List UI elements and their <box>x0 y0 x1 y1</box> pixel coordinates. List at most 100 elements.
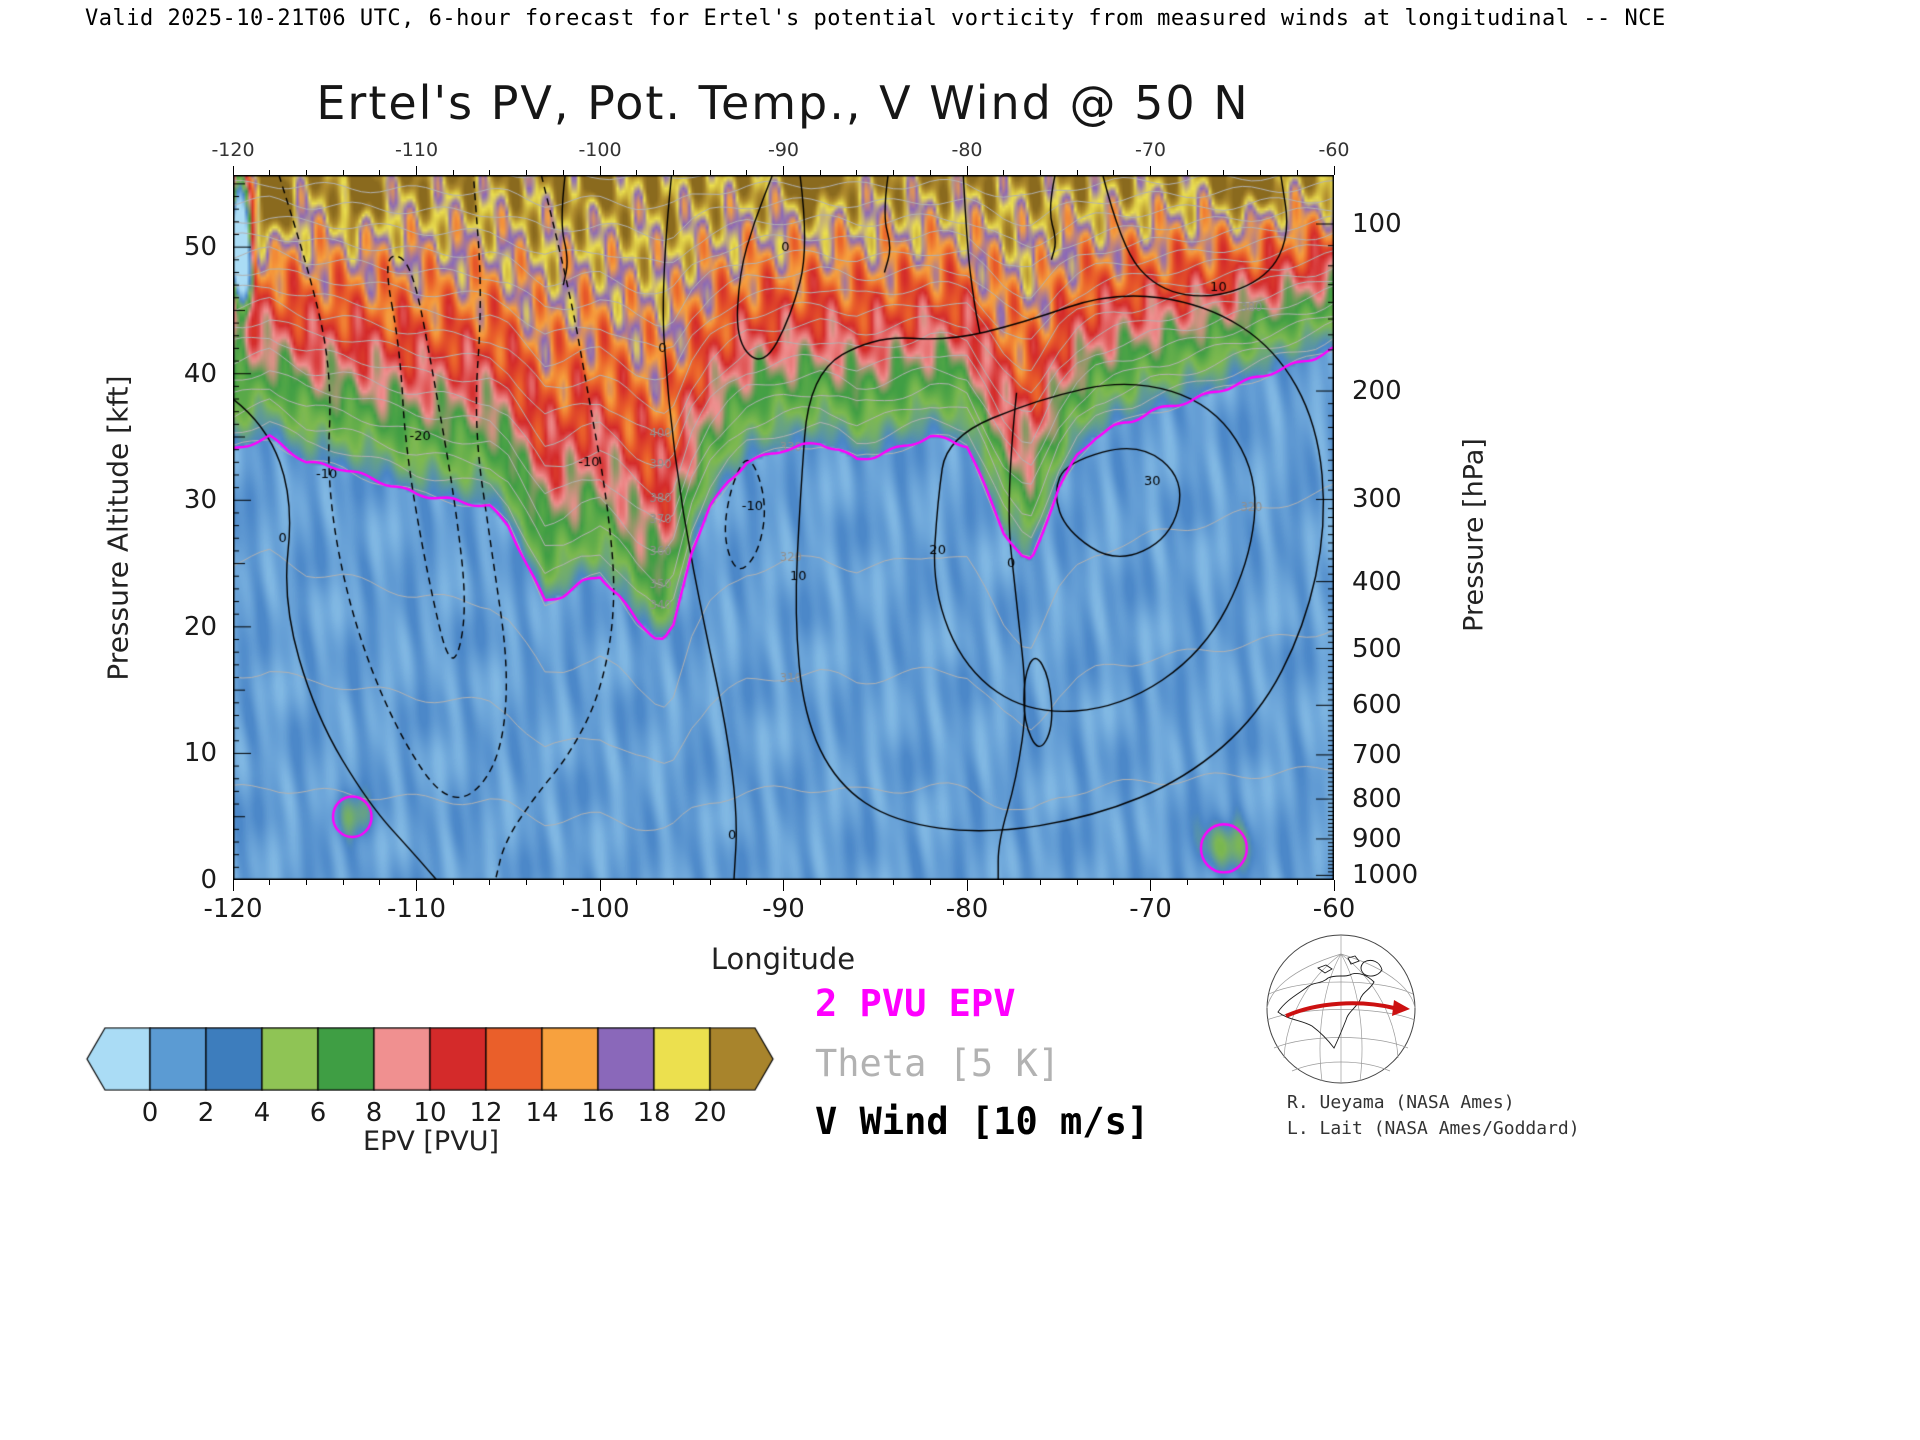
y-left-tick-label: 0 <box>200 865 217 895</box>
colorbar-label: EPV [PVU] <box>363 1126 499 1157</box>
x-axis-tick-top <box>562 170 564 175</box>
colorbar-tick-label: 12 <box>469 1098 503 1128</box>
x-axis-tick <box>599 880 601 891</box>
x-axis-tick-top <box>929 170 931 175</box>
colorbar-tick-label: 2 <box>197 1098 215 1128</box>
x-axis-tick-top <box>1186 170 1188 175</box>
colorbar-tick-label: 8 <box>365 1098 383 1128</box>
x-tick-label-top: -120 <box>211 139 255 161</box>
x-axis-tick <box>305 880 307 885</box>
credit-line-2: L. Lait (NASA Ames/Goddard) <box>1287 1118 1580 1139</box>
x-axis-tick-top <box>342 170 344 175</box>
x-tick-label: -90 <box>762 894 805 924</box>
epv-field-canvas <box>233 175 1334 880</box>
x-axis-tick-top <box>1260 170 1262 175</box>
y-left-tick-label: 10 <box>183 738 217 769</box>
x-tick-label-top: -60 <box>1318 139 1350 161</box>
y-right-tick-label: 1000 <box>1352 860 1419 891</box>
x-axis-tick <box>232 880 234 891</box>
x-axis-tick-top <box>966 166 968 175</box>
x-axis-tick-top <box>1003 170 1005 175</box>
y-right-tick-label: 500 <box>1352 633 1402 664</box>
x-axis-tick-top <box>1076 170 1078 175</box>
x-tick-label: -60 <box>1312 894 1356 924</box>
colorbar-tick-label: 6 <box>309 1098 327 1128</box>
y-right-tick-label: 100 <box>1352 209 1402 239</box>
x-axis-tick <box>1039 880 1041 885</box>
x-axis-tick <box>489 880 491 885</box>
latitude-track-arrow <box>1285 1001 1395 1018</box>
x-axis-tick <box>636 880 638 885</box>
x-axis-tick <box>709 880 711 885</box>
y-right-tick-label: 700 <box>1352 739 1402 770</box>
y-right-tick-label: 900 <box>1352 823 1402 854</box>
x-axis-tick-top <box>636 170 638 175</box>
x-tick-label: -80 <box>945 894 989 924</box>
x-axis-tick-top <box>452 170 454 175</box>
credit-line-1: R. Ueyama (NASA Ames) <box>1287 1092 1515 1113</box>
x-axis-tick-top <box>783 166 784 175</box>
x-axis-tick-top <box>1223 170 1225 175</box>
x-axis-tick <box>1296 880 1298 885</box>
x-axis-tick-top <box>819 170 821 175</box>
x-axis-tick-top <box>746 170 748 175</box>
legend-2pvu-epv: 2 PVU EPV <box>815 982 1016 1025</box>
y-right-tick-label: 600 <box>1352 690 1402 721</box>
x-axis-tick-top <box>489 170 491 175</box>
colorbar-tick-label: 18 <box>637 1098 671 1128</box>
credits: R. Ueyama (NASA Ames) L. Lait (NASA Ames… <box>1287 1090 1580 1142</box>
x-axis-tick-top <box>1333 166 1335 175</box>
colorbar <box>85 1027 777 1091</box>
x-axis-tick <box>269 880 271 885</box>
x-axis-tick <box>1113 880 1115 885</box>
plot-title: Ertel's PV, Pot. Temp., V Wind @ 50 N <box>316 76 1250 130</box>
x-axis-tick <box>819 880 821 885</box>
x-axis-tick-top <box>1039 170 1041 175</box>
x-axis-tick-top <box>526 170 528 175</box>
x-axis-tick <box>966 880 968 891</box>
colorbar-tick-label: 16 <box>581 1098 615 1128</box>
x-axis-tick-top <box>1150 166 1151 175</box>
x-tick-label-top: -70 <box>1134 139 1167 161</box>
x-axis-tick-top <box>379 170 381 175</box>
y-left-tick-label: 20 <box>183 611 217 642</box>
x-axis-tick <box>1333 880 1335 891</box>
y-axis-label-right: Pressure [hPa] <box>1458 438 1490 632</box>
inset-map <box>1266 934 1416 1084</box>
colorbar-tick-label: 20 <box>693 1098 727 1128</box>
y-left-tick-label: 50 <box>183 232 217 263</box>
x-axis-tick <box>526 880 528 885</box>
x-axis-tick <box>856 880 858 885</box>
x-axis-tick <box>1150 880 1151 891</box>
x-axis-tick <box>562 880 564 885</box>
x-tick-label: -100 <box>570 894 630 924</box>
latitude-track-arrowhead <box>1392 1000 1410 1016</box>
y-right-tick-label: 400 <box>1352 566 1402 597</box>
x-axis-tick <box>1186 880 1188 885</box>
y-right-tick-label: 300 <box>1352 484 1402 515</box>
x-axis-tick-top <box>856 170 858 175</box>
x-axis-tick-top <box>599 166 601 175</box>
x-axis-tick <box>783 880 784 891</box>
colorbar-tick-label: 4 <box>253 1098 271 1128</box>
x-axis-label: Longitude <box>710 942 856 976</box>
colorbar-tick-label: 10 <box>413 1098 447 1128</box>
x-axis-tick <box>672 880 674 885</box>
legend-theta: Theta [5 K] <box>815 1042 1061 1085</box>
x-axis-tick-top <box>232 166 234 175</box>
x-axis-tick <box>1076 880 1078 885</box>
x-axis-tick <box>452 880 454 885</box>
x-axis-tick <box>342 880 344 885</box>
colorbar-tick-label: 14 <box>525 1098 559 1128</box>
x-axis-tick <box>929 880 931 885</box>
y-left-tick-label: 40 <box>183 358 217 389</box>
x-axis-tick <box>379 880 381 885</box>
y-right-tick-label: 800 <box>1352 784 1402 815</box>
x-tick-label: -120 <box>203 894 263 924</box>
x-tick-label-top: -100 <box>578 139 622 161</box>
x-axis-tick-top <box>416 166 417 175</box>
x-axis-tick-top <box>269 170 271 175</box>
map-continents <box>1277 955 1383 1049</box>
x-tick-label-top: -90 <box>767 139 800 161</box>
